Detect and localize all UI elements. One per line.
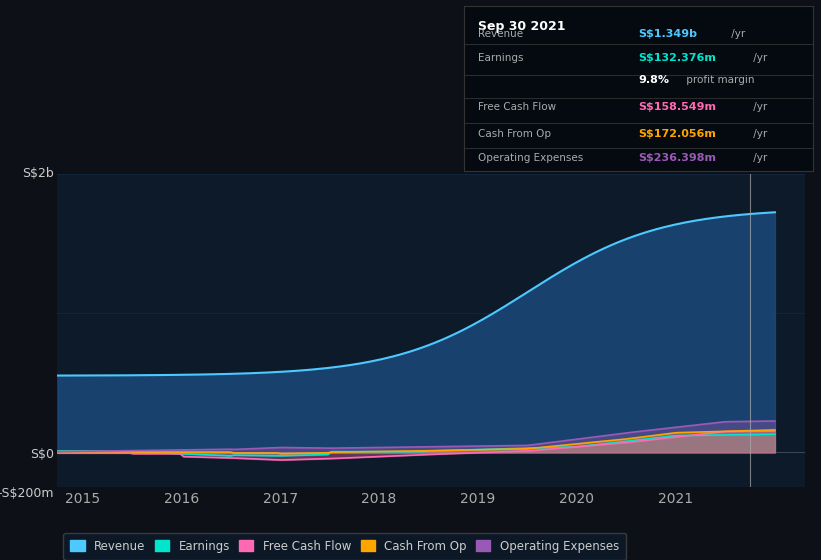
Text: S$1.349b: S$1.349b [639, 29, 697, 39]
Text: 9.8%: 9.8% [639, 75, 669, 85]
Text: S$132.376m: S$132.376m [639, 53, 716, 63]
Text: S$172.056m: S$172.056m [639, 129, 716, 139]
Legend: Revenue, Earnings, Free Cash Flow, Cash From Op, Operating Expenses: Revenue, Earnings, Free Cash Flow, Cash … [63, 533, 626, 559]
Text: /yr: /yr [750, 102, 768, 112]
Text: -S$200m: -S$200m [0, 487, 53, 500]
Text: /yr: /yr [750, 53, 768, 63]
Text: Sep 30 2021: Sep 30 2021 [478, 21, 566, 34]
Text: Cash From Op: Cash From Op [478, 129, 551, 139]
Text: /yr: /yr [750, 129, 768, 139]
Text: Earnings: Earnings [478, 53, 523, 63]
Text: S$236.398m: S$236.398m [639, 153, 717, 164]
Text: Free Cash Flow: Free Cash Flow [478, 102, 556, 112]
Text: S$158.549m: S$158.549m [639, 102, 717, 112]
Text: Operating Expenses: Operating Expenses [478, 153, 583, 164]
Text: S$0: S$0 [30, 448, 53, 461]
Text: profit margin: profit margin [683, 75, 754, 85]
Text: /yr: /yr [727, 29, 745, 39]
Text: Revenue: Revenue [478, 29, 523, 39]
Text: /yr: /yr [750, 153, 768, 164]
Text: S$2b: S$2b [22, 167, 53, 180]
